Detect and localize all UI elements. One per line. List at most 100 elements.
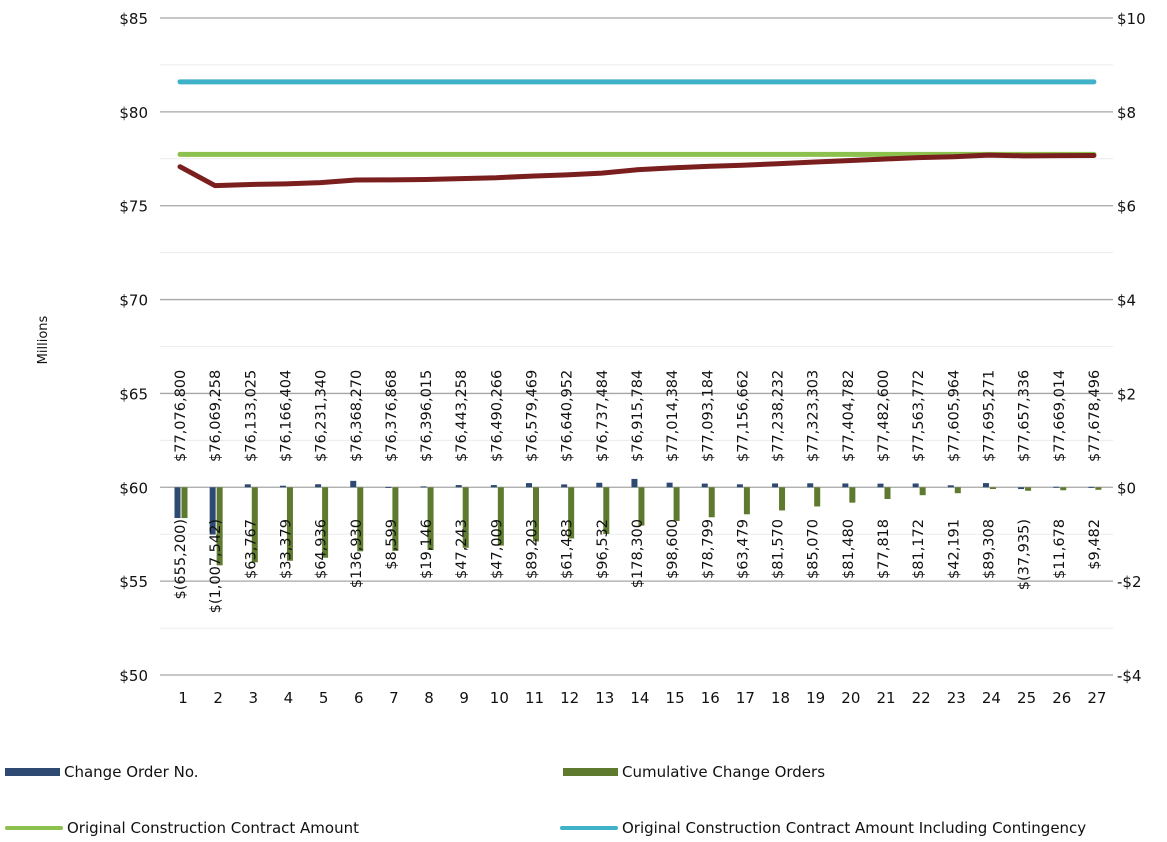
cumulative-bar	[884, 487, 891, 499]
change-order-label: $89,203	[525, 519, 541, 579]
cumulative-amount-label: $76,443,258	[454, 370, 470, 462]
cumulative-bar	[392, 487, 399, 551]
series-line	[177, 152, 1097, 189]
change-order-bar	[244, 484, 251, 488]
change-order-label: $85,070	[806, 519, 822, 579]
change-order-label: $47,243	[454, 519, 470, 579]
left-tick-label: $85	[119, 10, 148, 28]
change-order-label: $9,482	[1087, 519, 1103, 570]
left-tick-label: $55	[119, 573, 148, 591]
right-tick-label: $2	[1117, 385, 1136, 403]
legend-label-cumulative: Cumulative Change Orders	[622, 763, 826, 781]
cumulative-amount-label: $76,133,025	[243, 370, 259, 462]
change-order-bar	[701, 483, 708, 488]
legend-original-contract: Original Construction Contract Amount	[5, 819, 359, 837]
cumulative-bar	[849, 487, 856, 503]
cumulative-amount-label: $76,579,469	[525, 370, 541, 462]
x-tick-label: 19	[806, 689, 825, 707]
x-tick-label: 10	[490, 689, 509, 707]
change-order-label: $77,818	[876, 519, 892, 579]
change-order-label: $81,570	[771, 519, 787, 579]
cumulative-bar	[779, 487, 786, 511]
cumulative-amount-label: $76,915,784	[630, 370, 646, 462]
change-order-bar	[490, 485, 497, 488]
x-tick-label: 5	[319, 689, 329, 707]
legend-label-original-contract: Original Construction Contract Amount	[67, 819, 359, 837]
cumulative-bar	[286, 487, 293, 561]
cumulative-bar	[708, 487, 715, 518]
combo-chart: $50$55$60$65$70$75$80$85 -$4-$2$0$2$4$6$…	[36, 10, 1146, 707]
change-order-label: $96,532	[595, 519, 611, 579]
cumulative-amount-label: $76,396,015	[419, 370, 435, 462]
y-axis-label: Millions	[36, 315, 51, 364]
change-order-bar	[947, 485, 954, 488]
x-tick-label: 8	[424, 689, 434, 707]
change-order-label: $33,379	[278, 519, 294, 579]
left-tick-label: $50	[119, 667, 148, 685]
right-axis-ticks: -$4 -$2 $0 $2 $4 $6 $8 $10	[1117, 10, 1146, 685]
change-order-bar	[666, 482, 673, 488]
left-tick-label: $70	[119, 292, 148, 310]
x-tick-label: 18	[771, 689, 790, 707]
x-tick-label: 6	[354, 689, 364, 707]
change-order-label: $47,009	[489, 519, 505, 579]
change-order-bar	[209, 487, 216, 535]
cumulative-amount-label: $77,076,800	[173, 370, 189, 462]
legend-contingency: Original Construction Contract Amount In…	[560, 819, 1086, 837]
cumulative-bar	[1060, 487, 1067, 491]
change-order-bar	[385, 486, 392, 488]
legend-change-order: Change Order No.	[5, 763, 199, 781]
change-order-bar	[842, 483, 849, 488]
x-tick-label: 23	[947, 689, 966, 707]
cumulative-amount-label: $77,156,662	[735, 370, 751, 462]
change-order-bar	[350, 480, 357, 488]
right-tick-label: $10	[1117, 10, 1146, 28]
cumulative-amount-label: $77,678,496	[1087, 370, 1103, 462]
cumulative-amount-label: $77,323,303	[806, 370, 822, 462]
right-tick-label: $6	[1117, 198, 1136, 216]
cumulative-bar	[638, 487, 645, 526]
cumulative-amount-label: $77,093,184	[700, 370, 716, 462]
cumulative-bar	[322, 487, 329, 558]
cumulative-bar	[251, 487, 258, 563]
change-order-bar	[455, 485, 462, 488]
x-tick-label: 26	[1052, 689, 1071, 707]
change-order-bar	[596, 482, 603, 488]
change-order-bar	[772, 483, 779, 488]
left-tick-label: $80	[119, 104, 148, 122]
cumulative-amount-label: $76,737,484	[595, 370, 611, 462]
change-order-bar	[912, 483, 919, 488]
change-order-label: $(37,935)	[1017, 519, 1033, 590]
change-order-label: $19,146	[419, 519, 435, 579]
cumulative-amount-label: $77,404,782	[841, 370, 857, 462]
x-tick-label: 16	[701, 689, 720, 707]
legend-swatch-original-contract	[5, 826, 63, 830]
change-order-bar	[315, 484, 322, 488]
x-tick-label: 13	[595, 689, 614, 707]
x-tick-label: 7	[389, 689, 399, 707]
change-order-bar	[420, 486, 427, 488]
cumulative-bar	[427, 487, 434, 550]
change-order-label: $(655,200)	[173, 519, 189, 600]
x-tick-label: 15	[666, 689, 685, 707]
change-order-label: $63,767	[243, 519, 259, 579]
change-order-bar	[174, 487, 181, 519]
change-order-bar	[1088, 486, 1095, 488]
cumulative-bar	[216, 487, 223, 566]
cumulative-bar	[743, 487, 750, 515]
change-order-label: $81,480	[841, 519, 857, 579]
change-order-bar	[561, 484, 568, 488]
x-tick-label: 9	[459, 689, 469, 707]
change-order-label: $98,600	[665, 519, 681, 579]
cumulative-bar	[919, 487, 926, 496]
x-tick-label: 12	[560, 689, 579, 707]
cumulative-amount-label: $77,563,772	[911, 370, 927, 462]
cumulative-bar	[462, 487, 469, 548]
cumulative-amount-label: $77,695,271	[981, 370, 997, 462]
legend-swatch-cumulative	[563, 768, 618, 776]
x-tick-label: 14	[630, 689, 649, 707]
change-order-bar	[1053, 486, 1060, 488]
cumulative-amount-label: $77,014,384	[665, 370, 681, 462]
cumulative-bar	[533, 487, 539, 542]
cumulative-bar	[568, 487, 575, 539]
